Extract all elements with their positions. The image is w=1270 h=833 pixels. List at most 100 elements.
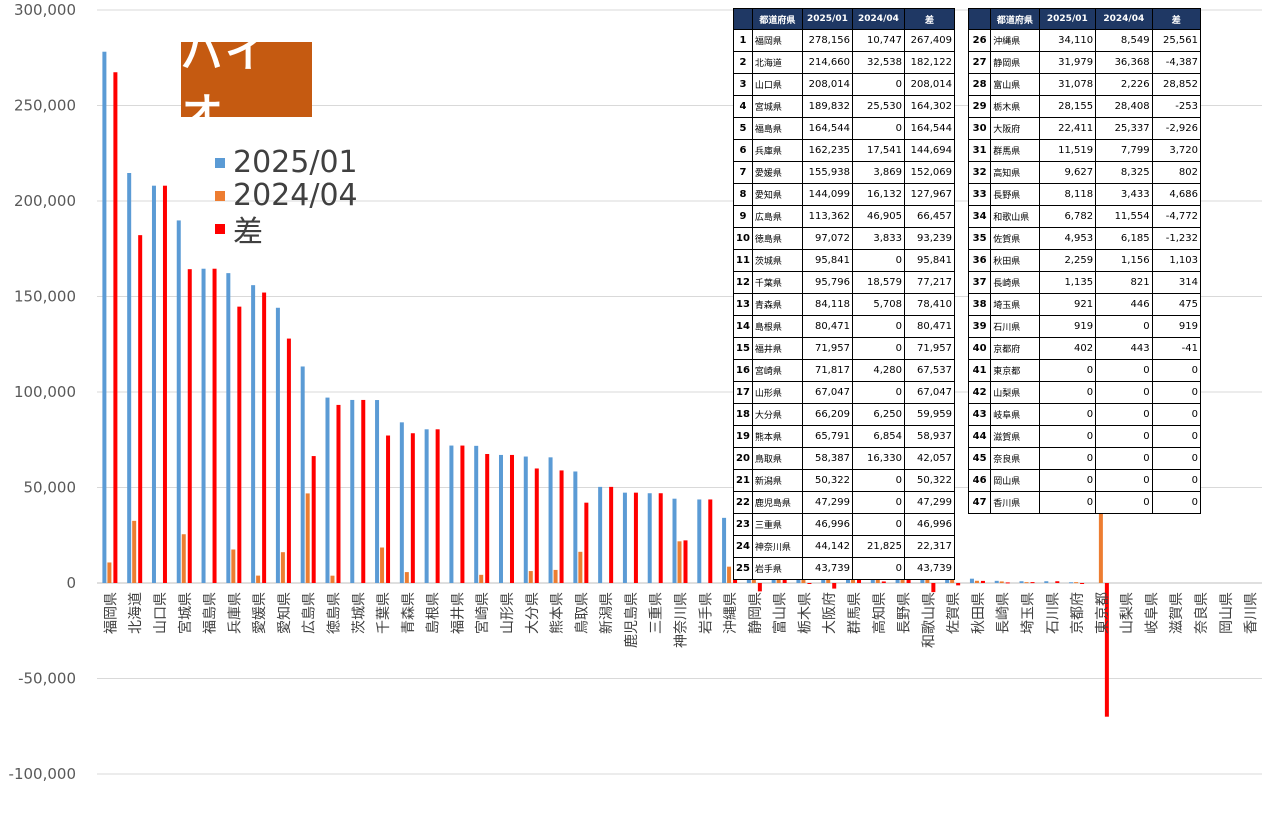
table-left-header: 都道府県 2025/01 2024/04 差 — [733, 8, 956, 30]
value-cell: 8,325 — [1095, 161, 1153, 184]
rank-cell: 1 — [733, 29, 753, 52]
prefecture-cell: 愛媛県 — [751, 161, 803, 184]
rank-cell: 9 — [733, 205, 753, 228]
table-right-header-cell — [967, 8, 992, 30]
bar-2025 — [548, 457, 553, 583]
prefecture-cell: 香川県 — [990, 491, 1040, 514]
value-cell: 78,410 — [903, 293, 956, 316]
table-left-header-cell: 2024/04 — [851, 8, 905, 30]
prefecture-cell: 秋田県 — [990, 249, 1040, 272]
category-label: 鹿児島県 — [623, 592, 640, 648]
rank-cell: 36 — [967, 249, 992, 272]
value-cell: 0 — [1095, 491, 1153, 514]
rank-cell: 37 — [967, 271, 992, 294]
value-cell: 0 — [1095, 469, 1153, 492]
value-cell: 0 — [1151, 469, 1202, 492]
value-cell: 46,996 — [801, 513, 853, 536]
category-label: 岐阜県 — [1143, 592, 1160, 634]
bar-2025 — [127, 172, 132, 584]
prefecture-cell: 富山県 — [990, 73, 1040, 96]
value-cell: 127,967 — [903, 183, 956, 206]
value-cell: 47,299 — [903, 491, 956, 514]
legend-swatch-2025 — [215, 157, 225, 168]
bar-2025 — [498, 454, 503, 583]
value-cell: 31,078 — [1038, 73, 1097, 96]
table-row: 7 愛媛県 155,938 3,869 152,069 — [733, 161, 956, 184]
value-cell: 71,817 — [801, 359, 853, 382]
category-label: 神奈川県 — [674, 592, 690, 648]
prefecture-cell: 神奈川県 — [751, 535, 803, 558]
category-label: 北海道 — [128, 592, 144, 634]
bar-diff — [237, 306, 242, 583]
rank-cell: 34 — [967, 205, 992, 228]
prefecture-cell: 静岡県 — [990, 51, 1040, 74]
bar-diff — [956, 583, 961, 586]
value-cell: 0 — [1095, 381, 1153, 404]
table-row: 22 鹿児島県 47,299 0 47,299 — [733, 491, 956, 514]
value-cell: 0 — [1038, 469, 1097, 492]
table-row: 28 富山県 31,078 2,226 28,852 — [967, 73, 1202, 96]
prefecture-cell: 山口県 — [751, 73, 803, 96]
value-cell: 34,110 — [1038, 29, 1097, 52]
table-row: 26 沖縄県 34,110 8,549 25,561 — [967, 29, 1202, 52]
rank-cell: 5 — [733, 117, 753, 140]
value-cell: 80,471 — [801, 315, 853, 338]
bar-2024 — [330, 575, 335, 583]
table-row: 18 大分県 66,209 6,250 59,959 — [733, 403, 956, 426]
bar-diff — [460, 445, 465, 583]
value-cell: 6,854 — [851, 425, 905, 448]
table-left-header-cell: 都道府県 — [751, 8, 803, 30]
legend-label-2024: 2024/04 — [233, 178, 358, 213]
table-row: 1 福岡県 278,156 10,747 267,409 — [733, 29, 956, 52]
category-label: 静岡県 — [748, 592, 764, 634]
table-row: 40 京都府 402 443 -41 — [967, 337, 1202, 360]
y-tick-label: -100,000 — [9, 765, 76, 783]
value-cell: 0 — [1151, 491, 1202, 514]
value-cell: 919 — [1038, 315, 1097, 338]
prefecture-cell: 山梨県 — [990, 381, 1040, 404]
category-label: 秋田県 — [971, 592, 987, 634]
bar-diff — [187, 269, 192, 583]
value-cell: 58,387 — [801, 447, 853, 470]
bar-2025 — [1044, 581, 1049, 583]
value-cell: 0 — [851, 117, 905, 140]
rank-cell: 41 — [967, 359, 992, 382]
value-cell: 3,833 — [851, 227, 905, 250]
table-row: 44 滋賀県 0 0 0 — [967, 425, 1202, 448]
value-cell: 0 — [851, 469, 905, 492]
value-cell: 6,250 — [851, 403, 905, 426]
value-cell: 0 — [1151, 381, 1202, 404]
value-cell: 46,996 — [903, 513, 956, 536]
value-cell: 267,409 — [903, 29, 956, 52]
data-table-right: 都道府県 2025/01 2024/04 差 26 沖縄県 34,110 8,549 25,5… — [967, 8, 1202, 514]
category-label: 奈良県 — [1194, 592, 1210, 634]
value-cell: 0 — [851, 73, 905, 96]
table-row: 19 熊本県 65,791 6,854 58,937 — [733, 425, 956, 448]
category-label: 千葉県 — [376, 592, 392, 634]
bar-diff — [1104, 583, 1109, 717]
table-row: 8 愛知県 144,099 16,132 127,967 — [733, 183, 956, 206]
bar-diff — [410, 433, 415, 583]
value-cell: 95,841 — [801, 249, 853, 272]
bar-diff — [807, 583, 812, 584]
prefecture-cell: 兵庫県 — [751, 139, 803, 162]
bar-2025 — [424, 429, 429, 583]
table-row: 27 静岡県 31,979 36,368 -4,387 — [967, 51, 1202, 74]
bar-2024 — [553, 569, 558, 583]
value-cell: 43,739 — [801, 557, 853, 580]
category-label: 大分県 — [525, 592, 541, 634]
bar-2024 — [181, 534, 186, 583]
table-row: 45 奈良県 0 0 0 — [967, 447, 1202, 470]
prefecture-cell: 大阪府 — [990, 117, 1040, 140]
value-cell: -2,926 — [1151, 117, 1202, 140]
value-cell: 821 — [1095, 271, 1153, 294]
value-cell: 25,337 — [1095, 117, 1153, 140]
table-row: 47 香川県 0 0 0 — [967, 491, 1202, 514]
prefecture-cell: 広島県 — [751, 205, 803, 228]
table-row: 11 茨城県 95,841 0 95,841 — [733, 249, 956, 272]
bar-diff — [262, 292, 267, 583]
value-cell: 67,537 — [903, 359, 956, 382]
prefecture-cell: 宮城県 — [751, 95, 803, 118]
bar-2025 — [375, 400, 380, 583]
bar-diff — [113, 72, 118, 583]
